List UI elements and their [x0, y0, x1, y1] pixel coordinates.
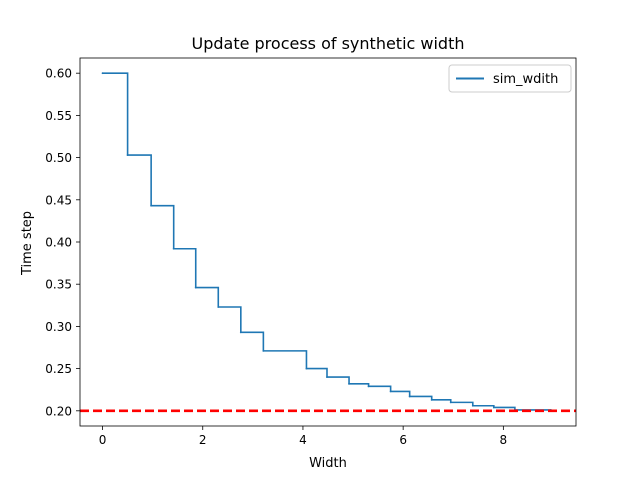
- y-tick-label: 0.35: [45, 278, 72, 292]
- data-point: [262, 349, 265, 352]
- legend-label: sim_wdith: [493, 72, 558, 87]
- data-point: [492, 406, 495, 409]
- y-axis-label: Time step: [20, 211, 35, 276]
- legend: sim_wdith: [448, 64, 572, 93]
- y-tick-label: 0.20: [45, 404, 72, 418]
- y-tick-label: 0.55: [45, 109, 72, 123]
- data-point: [217, 306, 220, 308]
- data-point: [305, 367, 308, 370]
- data-point: [389, 390, 392, 393]
- y-tick-label: 0.60: [45, 67, 72, 81]
- data-point: [172, 247, 175, 250]
- x-tick-label: 2: [199, 433, 207, 447]
- data-point: [430, 398, 433, 401]
- data-point: [239, 331, 242, 334]
- data-point: [367, 385, 370, 388]
- data-point: [126, 154, 129, 156]
- y-tick-label: 0.45: [45, 193, 72, 207]
- y-tick-label: 0.40: [45, 236, 72, 250]
- data-point: [408, 395, 411, 398]
- series-line-sim_wdith: [102, 72, 551, 411]
- data-point: [194, 286, 197, 289]
- y-tick-label: 0.50: [45, 151, 72, 165]
- x-tick-label: 8: [500, 433, 508, 447]
- x-tick-label: 6: [399, 433, 407, 447]
- legend-box: [448, 64, 572, 93]
- x-axis-label: Width: [309, 456, 347, 471]
- x-tick-label: 0: [99, 433, 107, 447]
- plot-area: 0 2 4 6 8 0.20 0.25 0.30 0.35 0.40 0.45 0.50 0.55 0.6…: [45, 57, 577, 447]
- data-point: [150, 204, 153, 207]
- x-tick-label: 4: [299, 433, 307, 447]
- chart-title: Update process of synthetic width: [191, 34, 464, 53]
- data-point: [471, 404, 474, 407]
- data-point: [326, 376, 328, 378]
- y-tick-label: 0.30: [45, 320, 72, 334]
- data-point: [348, 382, 350, 385]
- data-point: [101, 72, 104, 75]
- data-point: [449, 401, 452, 404]
- y-tick-label: 0.25: [45, 362, 72, 376]
